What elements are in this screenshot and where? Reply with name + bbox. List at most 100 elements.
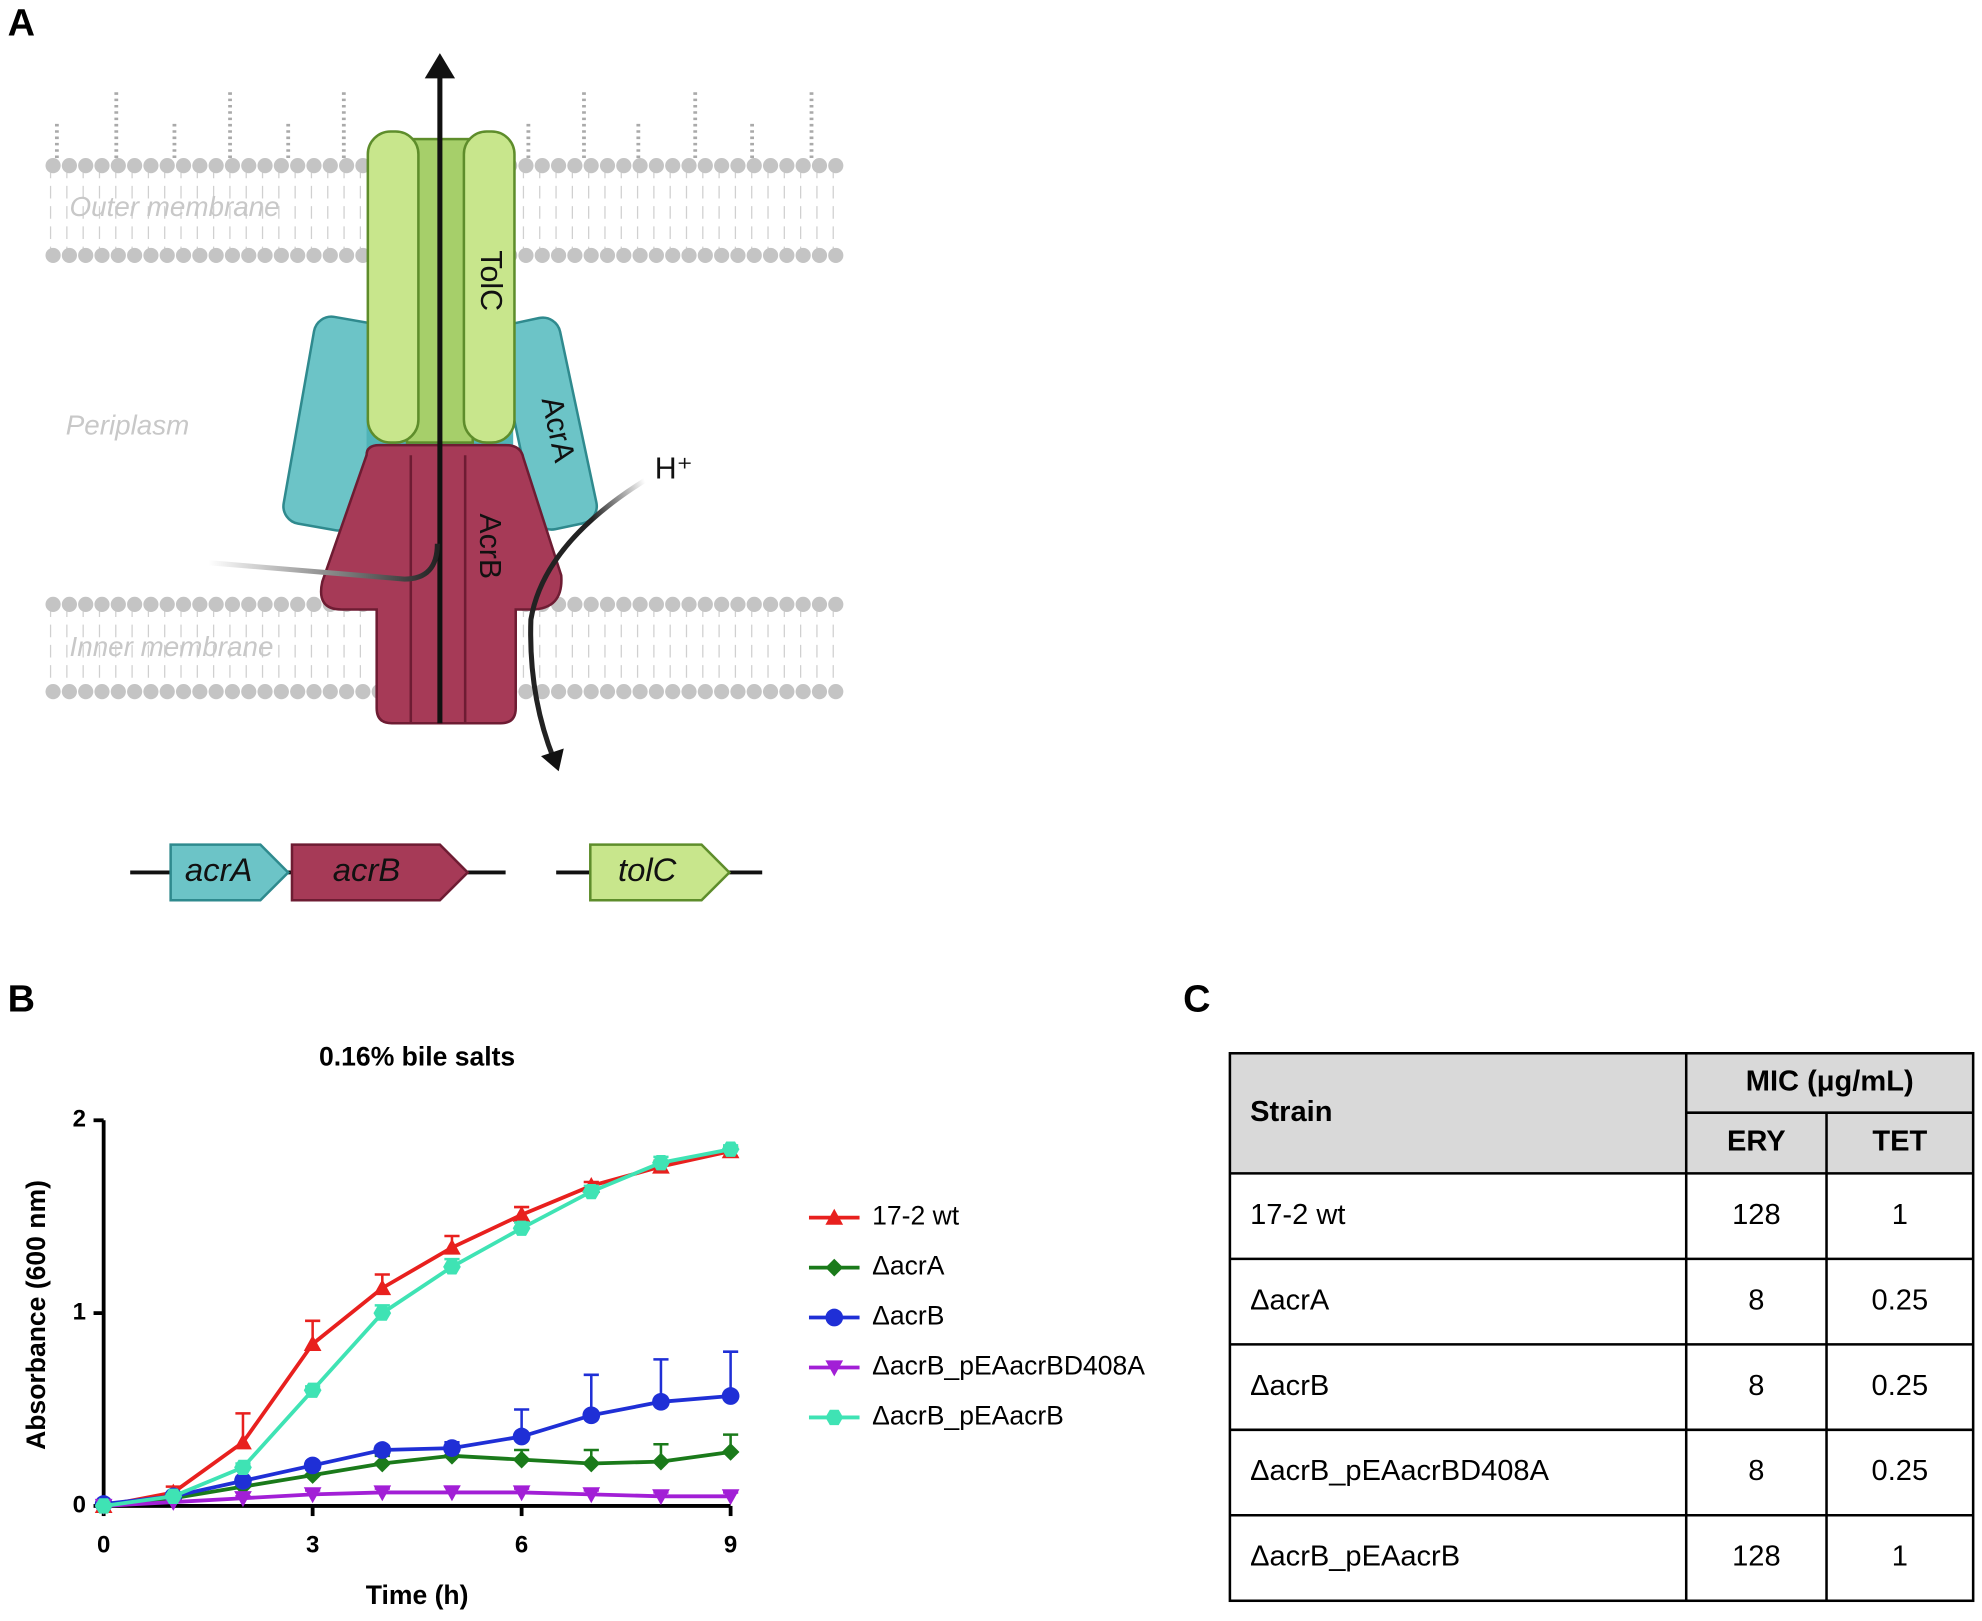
marker <box>721 1387 740 1405</box>
table-cell: 8 <box>1748 1455 1764 1487</box>
table-cell: 17-2 wt <box>1250 1199 1345 1231</box>
table-cell: 1 <box>1892 1541 1908 1573</box>
series-line <box>103 1147 731 1508</box>
acrb-lines <box>409 455 467 724</box>
table-cell: 0.25 <box>1872 1455 1929 1487</box>
lipid-head <box>192 247 208 264</box>
lipid-head <box>779 247 795 264</box>
marker <box>652 1392 670 1411</box>
lipid-head <box>746 247 762 264</box>
lipid-head <box>567 247 583 264</box>
lipid-head <box>518 684 534 700</box>
lipid-head <box>648 158 664 174</box>
lipid-head <box>632 158 648 174</box>
proton-arrow <box>528 478 646 760</box>
panel-label: A <box>8 2 35 44</box>
x-tick-label: 9 <box>724 1532 737 1559</box>
lipid-head <box>175 247 192 264</box>
lipid-head <box>339 684 355 700</box>
legend-label: ΔacrA <box>872 1251 945 1281</box>
lipid-head <box>795 684 811 700</box>
lipid-head <box>632 596 648 612</box>
marker <box>652 1452 670 1471</box>
lipid-head <box>616 247 632 264</box>
legend-label: ΔacrB_pEAacrB <box>872 1400 1064 1430</box>
lipid-head <box>127 158 143 174</box>
lipid-head <box>45 247 61 264</box>
lipid-head <box>697 684 713 700</box>
lipid-head <box>61 596 77 612</box>
marker <box>825 1308 844 1327</box>
lipid-head <box>290 247 306 264</box>
marker <box>303 1456 322 1475</box>
marker <box>582 1183 601 1200</box>
tolc-right <box>462 130 516 444</box>
lipid-head <box>665 247 681 264</box>
table-cell: ΔacrA <box>1250 1284 1330 1316</box>
lipid-head <box>45 158 61 174</box>
lipid-head <box>762 247 779 264</box>
protein-label: TolC <box>474 250 507 311</box>
lipid-head <box>143 158 159 174</box>
table-cell: 128 <box>1732 1199 1780 1231</box>
marker <box>512 1427 531 1446</box>
lipid-head <box>257 247 273 264</box>
lipid-head <box>273 158 289 174</box>
legend-label: ΔacrB_pEAacrBD408A <box>872 1350 1145 1380</box>
lipid-head <box>534 247 550 264</box>
marker <box>234 1433 252 1450</box>
lipid-head <box>192 596 208 612</box>
lipid-head <box>290 684 306 700</box>
lipid-head <box>143 247 159 264</box>
y-axis-label: Absorbance (600 nm) <box>21 1180 51 1450</box>
proton-label: H⁺ <box>655 452 693 485</box>
compartment-label: Periplasm <box>66 410 190 441</box>
marker <box>652 1155 670 1171</box>
lipid-head <box>632 684 648 700</box>
marker <box>234 1472 252 1490</box>
lipid-head <box>175 596 192 612</box>
lipid-head <box>795 596 811 612</box>
lipid-head <box>746 684 762 700</box>
lipid-head <box>224 247 241 264</box>
lipid-head <box>518 158 534 174</box>
marker <box>164 1488 183 1504</box>
lipid-head <box>241 247 257 264</box>
gene-label: acrA <box>185 851 253 888</box>
lipid-head <box>681 247 697 264</box>
marker <box>512 1485 531 1502</box>
lipid-head <box>795 158 811 174</box>
series-line <box>103 1149 732 1508</box>
lipid-head <box>583 247 599 264</box>
lipid-head <box>762 596 779 612</box>
gene-label: acrB <box>333 851 401 888</box>
lipid-head <box>779 684 795 700</box>
lipid-head <box>779 158 795 174</box>
marker <box>512 1205 531 1222</box>
lipid-head <box>567 684 583 700</box>
lipid-head <box>257 596 273 612</box>
lipid-head <box>224 158 241 174</box>
marker <box>303 1487 322 1504</box>
table-cell: ΔacrB <box>1250 1370 1329 1402</box>
lipid-head <box>746 158 762 174</box>
lipid-head <box>94 684 110 700</box>
lipid-head <box>648 684 664 700</box>
lipid-head <box>616 158 632 174</box>
table-header: MIC (μg/mL) <box>1746 1066 1914 1098</box>
lipid-head <box>339 247 355 264</box>
lipid-head <box>355 684 371 700</box>
lipid-head <box>273 684 289 700</box>
lipid-head <box>110 158 126 174</box>
lipid-head <box>94 247 110 264</box>
lipid-head <box>648 247 664 264</box>
lipid-head <box>616 684 632 700</box>
table-cell: ΔacrB_pEAacrB <box>1250 1541 1460 1573</box>
lipid-head <box>322 247 338 264</box>
panel-label: B <box>8 978 35 1020</box>
table-cell: 8 <box>1748 1284 1764 1316</box>
lipid-head <box>828 247 844 264</box>
lipid-head <box>665 684 681 700</box>
y-tick-label: 0 <box>73 1491 86 1518</box>
